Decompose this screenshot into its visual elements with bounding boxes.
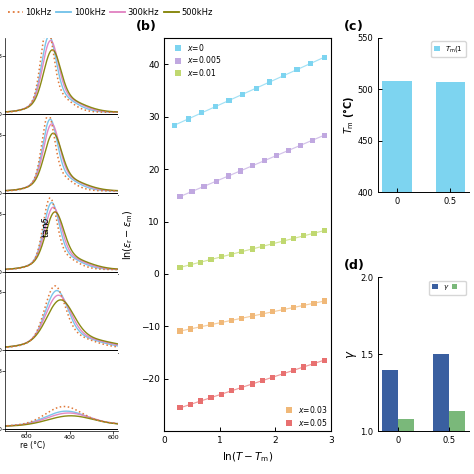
Legend: $x$=0.03, $x$=0.05: $x$=0.03, $x$=0.05 (281, 404, 327, 428)
Y-axis label: $\ln(\varepsilon_\mathrm{r}-\varepsilon_\mathrm{m})$: $\ln(\varepsilon_\mathrm{r}-\varepsilon_… (121, 210, 135, 260)
Point (309, 137, 316, 144)
Point (290, 366, 297, 374)
Y-axis label: $\gamma$: $\gamma$ (345, 349, 358, 359)
Point (176, 404, 184, 411)
Point (218, 391, 225, 398)
Point (279, 370, 287, 377)
Point (171, 121, 178, 129)
Text: $\bf{(b)}$: $\bf{(b)}$ (135, 18, 156, 33)
Point (211, 103, 219, 110)
Point (228, 387, 236, 394)
Point (198, 109, 206, 117)
Text: tan$\delta$: tan$\delta$ (39, 217, 51, 238)
Point (320, 356, 328, 364)
Bar (382, 370, 398, 474)
Point (300, 232, 308, 240)
Point (248, 312, 256, 320)
Bar (382, 81, 411, 474)
Point (320, 131, 328, 139)
Point (237, 167, 244, 175)
Text: re (°C): re (°C) (19, 441, 45, 450)
Text: 600: 600 (20, 435, 32, 439)
Point (269, 240, 277, 247)
Point (224, 172, 232, 180)
Point (207, 255, 215, 263)
Point (228, 317, 236, 324)
Point (320, 54, 328, 61)
Point (280, 72, 287, 80)
Point (218, 253, 225, 261)
Point (239, 91, 246, 98)
Point (269, 308, 277, 316)
Point (197, 323, 204, 330)
Point (253, 84, 260, 92)
Point (300, 301, 308, 309)
Point (176, 264, 184, 271)
Point (201, 182, 208, 190)
Point (279, 237, 287, 245)
Point (207, 394, 215, 401)
Point (279, 306, 287, 313)
X-axis label: $\ln(T-T_\mathrm{m})$: $\ln(T-T_\mathrm{m})$ (222, 451, 273, 465)
Legend: 10kHz, 100kHz, 300kHz, 500kHz: 10kHz, 100kHz, 300kHz, 500kHz (4, 4, 216, 20)
Point (248, 380, 256, 388)
Point (184, 115, 192, 123)
Point (310, 360, 318, 367)
Bar (436, 82, 465, 474)
Text: $\bf{(d)}$: $\bf{(d)}$ (343, 257, 365, 273)
Point (225, 97, 233, 104)
Legend: $T_\mathrm{m}$(1: $T_\mathrm{m}$(1 (431, 41, 466, 57)
Point (187, 325, 194, 333)
Point (320, 297, 328, 305)
Point (260, 157, 268, 164)
Text: $\bf{(c)}$: $\bf{(c)}$ (343, 18, 363, 33)
Point (238, 314, 246, 322)
Point (176, 327, 184, 335)
Point (197, 397, 204, 405)
Point (238, 248, 246, 255)
Point (284, 147, 292, 155)
Point (248, 245, 256, 253)
Point (228, 250, 236, 258)
Point (188, 188, 196, 195)
Point (259, 243, 266, 250)
Point (248, 162, 256, 170)
Point (307, 60, 315, 67)
Point (290, 304, 297, 311)
Point (238, 383, 246, 391)
Point (297, 142, 304, 149)
Point (259, 310, 266, 318)
Point (310, 300, 318, 307)
Bar (398, 419, 414, 474)
Point (300, 363, 308, 371)
Point (273, 152, 280, 159)
Point (259, 377, 266, 384)
Point (176, 193, 184, 201)
Point (218, 319, 225, 326)
Point (293, 66, 301, 73)
Point (197, 258, 204, 266)
Point (212, 177, 220, 185)
Point (269, 374, 277, 381)
Bar (433, 354, 449, 474)
Y-axis label: $T_\mathrm{m}$ (°C): $T_\mathrm{m}$ (°C) (341, 96, 356, 134)
Point (207, 321, 215, 328)
Point (187, 261, 194, 269)
Point (290, 235, 297, 242)
Point (320, 227, 328, 234)
Point (266, 78, 273, 86)
Point (187, 401, 194, 408)
Bar (449, 411, 465, 474)
Point (310, 229, 318, 237)
Legend: $\gamma$, : $\gamma$, (429, 281, 466, 295)
